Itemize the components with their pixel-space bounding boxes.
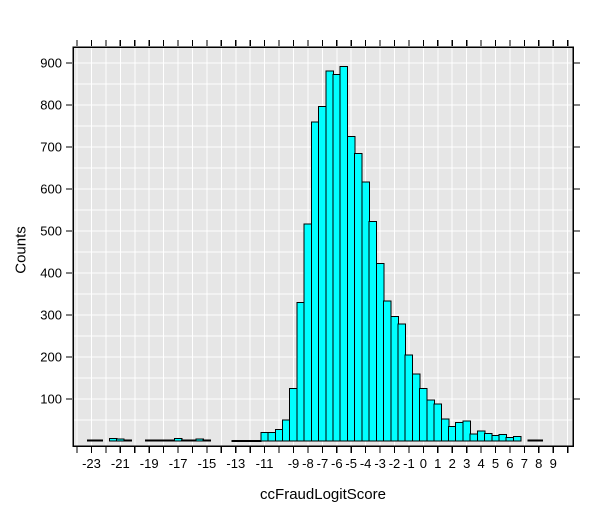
histogram-bar xyxy=(361,181,370,442)
histogram-bar xyxy=(325,70,334,442)
x-tick-label: 5 xyxy=(492,456,499,471)
y-tick-label: 400 xyxy=(40,266,62,281)
histogram-bar xyxy=(87,439,96,442)
histogram-bar xyxy=(296,301,305,442)
x-tick-label: -4 xyxy=(360,456,372,471)
histogram-bar xyxy=(462,420,471,442)
histogram-bar xyxy=(188,439,197,442)
x-tick-label: -6 xyxy=(331,456,343,471)
histogram-bar xyxy=(447,426,457,442)
histogram-bar xyxy=(505,437,515,442)
x-tick-label: -3 xyxy=(374,456,386,471)
histogram-bar xyxy=(181,439,190,442)
x-tick-label: -2 xyxy=(389,456,401,471)
x-tick-label: 7 xyxy=(521,456,528,471)
histogram-bar xyxy=(289,388,298,442)
x-tick-label: -9 xyxy=(288,456,300,471)
histogram-bar xyxy=(303,223,313,442)
histogram-bar xyxy=(166,439,176,442)
y-axis-title: Counts xyxy=(12,226,30,274)
x-tick-label: -11 xyxy=(256,456,274,471)
x-tick-label: 9 xyxy=(550,456,557,471)
x-tick-label: -17 xyxy=(169,456,188,471)
histogram-bar xyxy=(253,440,262,442)
y-tick-label: 600 xyxy=(40,182,62,197)
histogram-bar xyxy=(397,323,406,442)
histogram-bar xyxy=(267,432,277,442)
x-tick-label: -21 xyxy=(111,456,130,471)
histogram-bar xyxy=(498,433,507,442)
x-tick-label: -13 xyxy=(226,456,245,471)
histogram-bar xyxy=(491,435,500,442)
y-tick-label: 300 xyxy=(40,308,62,323)
histogram-bar xyxy=(152,439,161,442)
histogram-bar xyxy=(433,403,443,442)
histogram-bar xyxy=(238,440,248,442)
histogram-bar xyxy=(455,422,464,442)
histogram-bar xyxy=(368,221,378,442)
x-tick-label: -23 xyxy=(82,456,101,471)
histogram-bar xyxy=(440,418,450,442)
histogram-bar xyxy=(108,437,118,442)
histogram-bar xyxy=(116,438,125,442)
histogram-bar xyxy=(375,262,385,442)
histogram-bar xyxy=(245,440,255,442)
histogram-bar xyxy=(274,429,284,442)
histogram-bar xyxy=(310,121,320,442)
x-tick-label: -5 xyxy=(345,456,357,471)
x-tick-label: 8 xyxy=(535,456,542,471)
histogram-bar xyxy=(484,432,493,442)
x-tick-label: -19 xyxy=(140,456,159,471)
histogram-bar xyxy=(354,152,363,442)
x-tick-label: 2 xyxy=(449,456,456,471)
y-tick-label: 100 xyxy=(40,392,62,407)
histogram-bar xyxy=(231,440,241,442)
histogram-bar xyxy=(346,135,356,442)
histogram-bar xyxy=(390,316,399,442)
y-tick-label: 800 xyxy=(40,98,62,113)
histogram-bar xyxy=(469,433,479,442)
y-tick-label: 500 xyxy=(40,224,62,239)
x-tick-label: -8 xyxy=(302,456,314,471)
histogram-bar xyxy=(476,430,486,442)
histogram-bar xyxy=(534,439,544,442)
histogram-bar xyxy=(419,388,428,442)
x-tick-label: 4 xyxy=(477,456,484,471)
x-tick-label: 6 xyxy=(506,456,513,471)
y-tick-label: 200 xyxy=(40,350,62,365)
x-axis-title: ccFraudLogitScore xyxy=(260,486,386,503)
histogram-bar xyxy=(94,439,103,442)
histogram-bar xyxy=(527,439,536,442)
histogram-bar xyxy=(383,300,392,442)
histogram-bar xyxy=(404,354,414,442)
plot-frame xyxy=(72,46,574,447)
histogram-bar xyxy=(195,438,204,442)
histogram-bar xyxy=(512,435,522,442)
histogram-bar xyxy=(159,439,168,442)
histogram-bar xyxy=(144,439,154,442)
x-tick-label: 1 xyxy=(434,456,441,471)
x-tick-label: -1 xyxy=(403,456,415,471)
y-tick-label: 900 xyxy=(40,56,62,71)
x-tick-label: 3 xyxy=(463,456,470,471)
x-tick-label: -15 xyxy=(198,456,217,471)
histogram-bar xyxy=(318,106,327,442)
histogram-bar xyxy=(332,73,342,442)
histogram-bar xyxy=(426,399,435,442)
histogram-bar xyxy=(339,66,349,442)
histogram-bar xyxy=(282,419,291,442)
histogram-bar xyxy=(202,439,212,442)
x-tick-label: -7 xyxy=(317,456,329,471)
histogram-bar xyxy=(411,373,421,442)
histogram-bar xyxy=(123,439,132,442)
y-tick-label: 700 xyxy=(40,140,62,155)
histogram-bar xyxy=(173,437,183,442)
histogram-bar xyxy=(260,432,269,442)
x-tick-label: 0 xyxy=(420,456,427,471)
